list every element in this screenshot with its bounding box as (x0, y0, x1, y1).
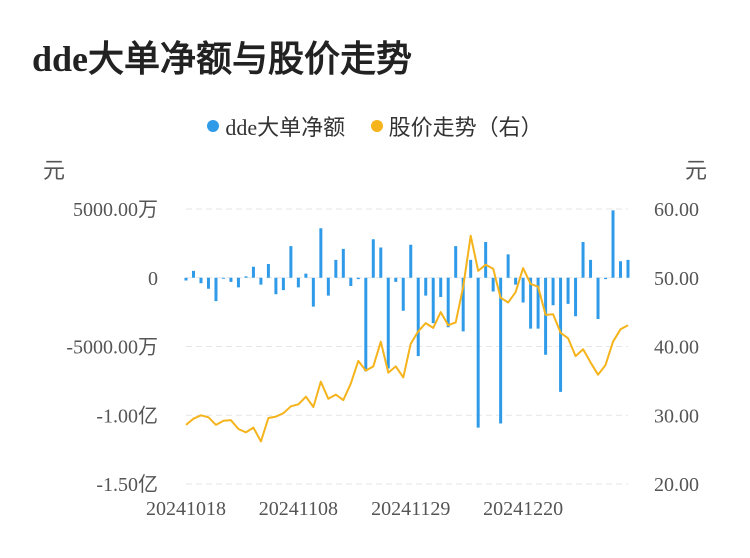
dde-bar (611, 210, 615, 278)
x-tick-label: 20241108 (259, 498, 338, 520)
dde-bar (446, 277, 450, 328)
left-tick-label: -1.50亿 (96, 473, 158, 496)
left-tick-label: 0 (148, 268, 158, 290)
dde-bar (619, 261, 623, 278)
legend-item-dde[interactable]: dde大单净额 (207, 110, 345, 142)
dde-bar (416, 277, 420, 357)
dde-bar (514, 277, 518, 285)
dde-bars (184, 210, 630, 428)
dde-bar (356, 277, 360, 280)
legend-dot-orange-icon (370, 120, 383, 132)
dde-bar (499, 277, 503, 424)
dde-bar (394, 277, 398, 282)
dde-bar (364, 277, 368, 372)
dde-bar (506, 254, 510, 278)
dde-bar (596, 277, 600, 319)
x-tick-label: 20241018 (146, 498, 226, 520)
dde-bar (424, 277, 428, 296)
dde-bar (604, 277, 608, 280)
dde-bar (409, 244, 413, 278)
dde-bar (626, 259, 630, 278)
dde-bar (484, 242, 488, 278)
dde-bar (341, 248, 345, 278)
right-tick-label: 30.00 (654, 405, 699, 427)
dde-bar (206, 277, 210, 289)
right-tick-label: 40.00 (654, 337, 699, 359)
dde-bar (191, 270, 195, 278)
dde-bar (476, 277, 480, 428)
dde-bar (349, 277, 353, 286)
dde-bar (386, 277, 390, 369)
dde-bar (461, 277, 465, 332)
legend-item-price[interactable]: 股价走势（右） (370, 110, 543, 142)
x-tick-label: 20241220 (483, 498, 563, 520)
right-tick-label: 60.00 (654, 199, 699, 221)
dde-bar (439, 277, 443, 297)
dde-bar (274, 277, 278, 295)
dde-bar (326, 277, 330, 296)
dde-bar (229, 277, 233, 282)
price-line (185, 234, 629, 443)
dde-bar (236, 277, 240, 288)
dde-bar (521, 277, 525, 303)
dde-bar (221, 277, 225, 279)
dde-bar (536, 277, 540, 329)
dde-bar (199, 277, 203, 284)
left-tick-label: 5000.00万 (73, 199, 158, 221)
axes: 5000.00万 0 -5000.00万 -1.00亿 -1.50亿 60.00 50.00… (43, 159, 707, 520)
dde-bar (544, 277, 548, 355)
dde-bar (304, 273, 308, 278)
legend-dot-blue-icon (207, 120, 220, 132)
dde-bar (334, 259, 338, 278)
dde-bar (401, 277, 405, 311)
dde-bar (589, 259, 593, 278)
right-tick-label: 20.00 (654, 474, 699, 496)
dde-bar (184, 277, 188, 281)
dde-bar (551, 277, 555, 306)
dde-bar (491, 277, 495, 292)
chart-title: dde大单净额与股价走势 (32, 39, 413, 79)
dde-bar (244, 276, 248, 278)
dde-bar (371, 239, 375, 278)
dde-bar (289, 246, 293, 278)
legend-label-price: 股价走势（右） (388, 115, 543, 140)
dde-bar (319, 228, 323, 278)
dde-bar (296, 277, 300, 288)
left-tick-label: -5000.00万 (66, 337, 158, 359)
dde-bar (581, 242, 585, 278)
dde-bar (266, 264, 270, 278)
dde-bar (281, 277, 285, 291)
dde-bar (469, 259, 473, 278)
dde-bar (566, 277, 570, 304)
legend: dde大单净额 股价走势（右） (0, 110, 750, 142)
dde-bar (214, 277, 218, 302)
legend-label-dde: dde大单净额 (225, 115, 346, 140)
x-tick-label: 20241129 (371, 498, 450, 520)
right-tick-label: 50.00 (654, 268, 699, 290)
dde-bar (559, 277, 563, 392)
dde-bar (574, 277, 578, 317)
dde-bar (529, 277, 533, 329)
dde-bar (431, 277, 435, 324)
dde-bar (259, 277, 263, 285)
dde-bar (454, 246, 458, 278)
right-axis-unit-label: 元 (685, 159, 707, 184)
dde-bar (251, 266, 255, 278)
price-line-path (185, 234, 629, 443)
left-tick-label: -1.00亿 (96, 404, 158, 427)
dde-bar (379, 247, 383, 278)
left-axis-unit-label: 元 (43, 159, 65, 184)
dde-bar (311, 277, 315, 307)
